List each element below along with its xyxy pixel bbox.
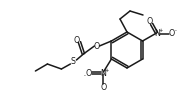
Text: +: + [104,67,108,73]
Text: -: - [83,74,85,78]
Text: O: O [93,42,100,50]
Text: O: O [85,68,92,77]
Text: N: N [155,29,161,37]
Text: O: O [146,16,153,26]
Text: -: - [175,29,177,33]
Text: +: + [158,28,163,33]
Text: O: O [169,29,175,39]
Text: O: O [73,36,80,44]
Text: O: O [100,83,107,91]
Text: S: S [71,57,76,67]
Text: N: N [101,68,106,77]
